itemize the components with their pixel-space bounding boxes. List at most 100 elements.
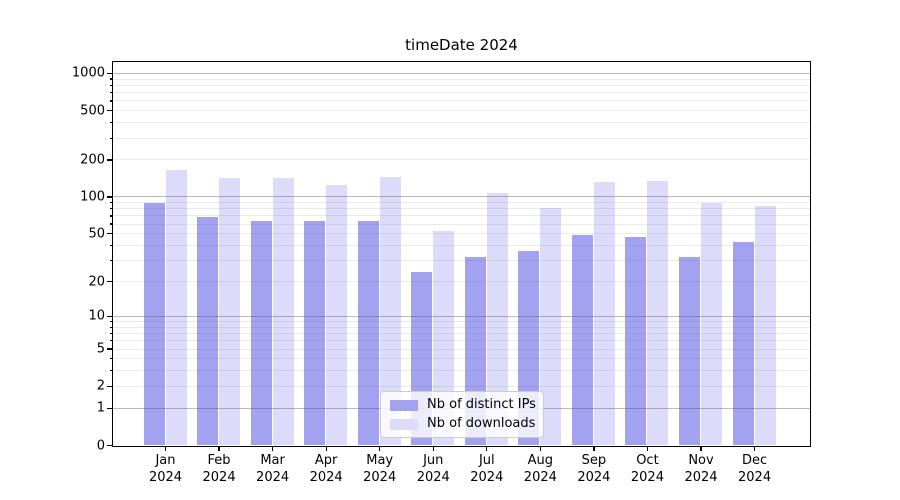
y-tick-label-20: 20 bbox=[88, 274, 105, 290]
bar-distinct-ips-feb bbox=[197, 216, 219, 445]
x-tick-month: Oct bbox=[636, 453, 659, 468]
x-tick-yearline: 2024 bbox=[148, 470, 183, 485]
x-tick-mark-dec bbox=[753, 447, 756, 451]
gridline-major-10 bbox=[113, 315, 810, 317]
plot-area bbox=[112, 61, 811, 447]
x-tick-yearline: 2024 bbox=[684, 470, 718, 485]
bar-downloads-may bbox=[379, 177, 401, 445]
y-tick-mark-5 bbox=[107, 348, 113, 350]
legend-label-downloads: Nb of downloads bbox=[427, 416, 536, 431]
x-tick-label-aug: Aug 2024 bbox=[508, 452, 572, 486]
y-tick-mark-10 bbox=[107, 315, 113, 317]
y-tick-label-500: 500 bbox=[80, 103, 105, 119]
gridline-minor-5 bbox=[113, 348, 810, 350]
gridline-minor-800 bbox=[113, 84, 810, 86]
x-tick-mark-jul bbox=[486, 447, 488, 451]
y-minor-tick-40 bbox=[109, 244, 113, 247]
x-tick-yearline: 2024 bbox=[738, 470, 772, 485]
chart-title: timeDate 2024 bbox=[405, 36, 518, 54]
x-tick-label-sep: Sep 2024 bbox=[562, 452, 626, 486]
y-tick-mark-200 bbox=[107, 159, 113, 161]
bar-downloads-mar bbox=[272, 178, 294, 445]
y-minor-tick-4 bbox=[109, 358, 113, 360]
bar-distinct-ips-jan bbox=[143, 203, 165, 445]
x-tick-yearline: 2024 bbox=[363, 470, 397, 485]
x-tick-label-nov: Nov 2024 bbox=[669, 452, 733, 486]
legend: Nb of distinct IPs Nb of downloads bbox=[380, 391, 544, 438]
x-tick-label-oct: Oct 2024 bbox=[615, 452, 679, 486]
gridline-minor-700 bbox=[113, 92, 810, 94]
x-tick-yearline: 2024 bbox=[202, 470, 236, 485]
y-minor-tick-700 bbox=[109, 91, 113, 94]
bar-downloads-jan bbox=[165, 169, 187, 445]
x-tick-label-may: May 2024 bbox=[348, 452, 412, 486]
x-tick-month: Mar bbox=[260, 453, 285, 468]
x-tick-mark-feb bbox=[218, 447, 220, 451]
legend-entry-distinct-ips: Nb of distinct IPs bbox=[390, 398, 536, 412]
y-tick-label-5: 5 bbox=[96, 341, 105, 357]
y-minor-tick-80 bbox=[109, 208, 113, 210]
gridline-minor-7 bbox=[113, 333, 810, 335]
bar-distinct-ips-mar bbox=[250, 221, 272, 445]
bar-downloads-nov bbox=[701, 202, 722, 445]
gridline-major-1000 bbox=[113, 72, 810, 74]
x-tick-mark-apr bbox=[325, 447, 327, 451]
y-tick-label-2: 2 bbox=[96, 378, 105, 394]
gridline-minor-70 bbox=[113, 215, 810, 217]
x-tick-mark-oct bbox=[646, 447, 649, 451]
x-tick-mark-aug bbox=[539, 447, 541, 451]
y-minor-tick-7 bbox=[109, 332, 113, 335]
x-tick-mark-sep bbox=[593, 447, 595, 451]
gridline-minor-30 bbox=[113, 260, 810, 262]
gridline-minor-90 bbox=[113, 202, 810, 204]
bar-distinct-ips-oct bbox=[625, 236, 647, 445]
x-tick-mark-may bbox=[379, 447, 381, 451]
y-tick-label-100: 100 bbox=[80, 189, 105, 205]
bar-downloads-sep bbox=[593, 182, 615, 445]
legend-swatch-distinct-ips bbox=[390, 399, 418, 411]
bar-downloads-jul bbox=[486, 192, 508, 445]
gridline-minor-3 bbox=[113, 370, 810, 372]
x-tick-yearline: 2024 bbox=[309, 470, 343, 485]
y-minor-tick-30 bbox=[109, 259, 113, 262]
y-minor-tick-800 bbox=[109, 84, 113, 87]
x-tick-mark-mar bbox=[271, 447, 274, 451]
x-tick-month: Feb bbox=[207, 453, 231, 468]
y-tick-mark-1000 bbox=[107, 72, 113, 75]
y-tick-mark-2 bbox=[107, 385, 113, 387]
grid-layer bbox=[113, 62, 810, 446]
gridline-minor-500 bbox=[113, 110, 810, 112]
y-tick-label-200: 200 bbox=[80, 152, 105, 168]
y-tick-mark-100 bbox=[107, 196, 113, 198]
x-tick-mark-jan bbox=[164, 447, 167, 451]
bar-downloads-oct bbox=[647, 180, 669, 445]
bar-distinct-ips-dec bbox=[732, 242, 754, 445]
x-tick-month: Jun bbox=[423, 453, 444, 468]
gridline-minor-300 bbox=[113, 137, 810, 139]
bar-downloads-apr bbox=[326, 185, 348, 445]
y-minor-tick-300 bbox=[109, 137, 113, 139]
x-tick-month: Aug bbox=[527, 453, 554, 468]
bar-distinct-ips-may bbox=[357, 221, 379, 445]
legend-entry-downloads: Nb of downloads bbox=[390, 416, 536, 431]
y-minor-tick-6 bbox=[109, 340, 113, 342]
gridline-minor-2 bbox=[113, 385, 810, 387]
legend-swatch-downloads bbox=[390, 418, 418, 430]
x-tick-yearline: 2024 bbox=[630, 470, 664, 485]
gridline-minor-8 bbox=[113, 326, 810, 328]
bar-distinct-ips-nov bbox=[679, 256, 700, 445]
x-tick-month: Apr bbox=[314, 453, 338, 468]
bar-distinct-ips-sep bbox=[571, 235, 593, 445]
y-minor-tick-8 bbox=[109, 326, 113, 328]
gridline-minor-80 bbox=[113, 208, 810, 210]
x-tick-label-feb: Feb 2024 bbox=[187, 452, 251, 486]
bar-distinct-ips-apr bbox=[304, 221, 326, 445]
x-tick-yearline: 2024 bbox=[577, 470, 611, 485]
y-tick-mark-1 bbox=[107, 407, 113, 409]
bar-downloads-aug bbox=[540, 208, 562, 445]
x-tick-yearline: 2024 bbox=[416, 470, 450, 485]
y-minor-tick-400 bbox=[109, 122, 113, 124]
x-tick-mark-nov bbox=[700, 447, 702, 451]
x-tick-mark-jun bbox=[432, 447, 434, 451]
